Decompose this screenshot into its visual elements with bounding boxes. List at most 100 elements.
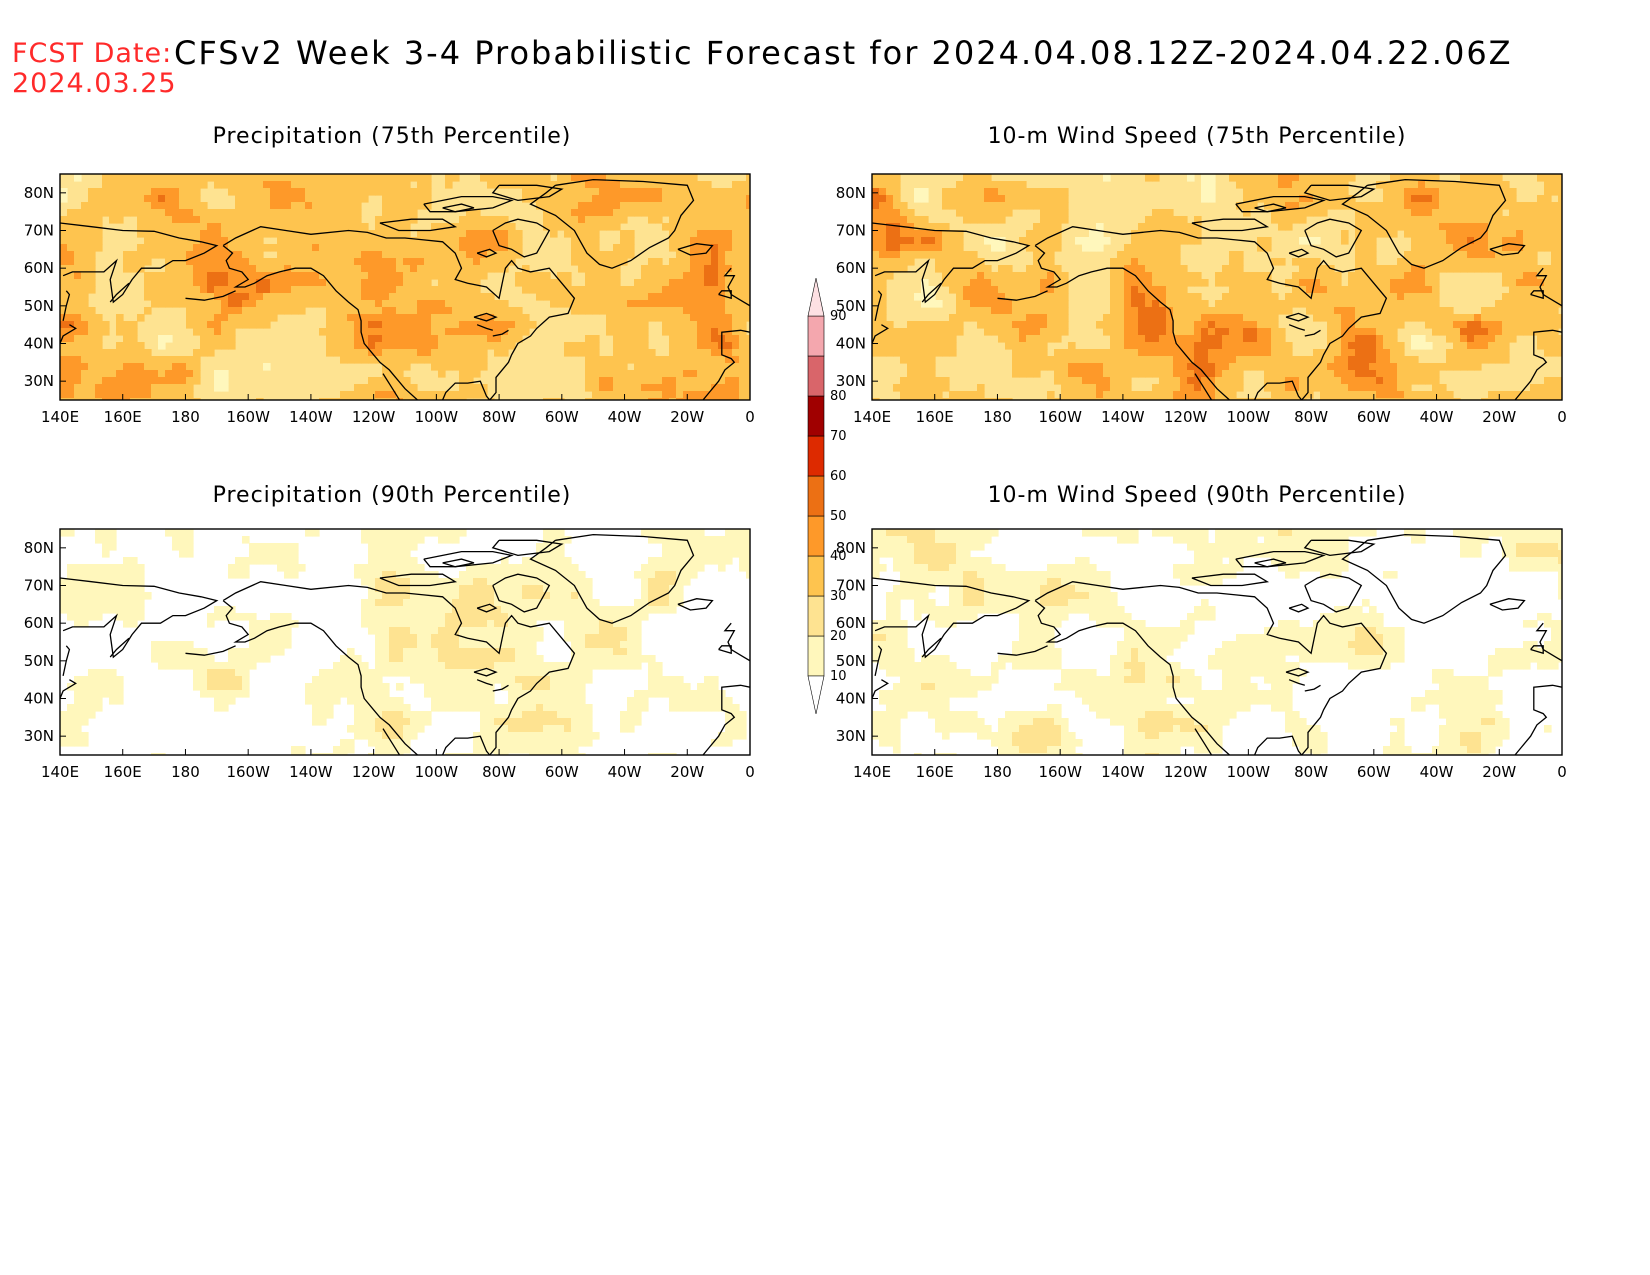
field-cell [1544,188,1552,196]
field-cell [1194,272,1202,280]
field-cell [725,321,733,329]
field-cell [1117,328,1125,336]
field-cell [1355,244,1363,252]
field-cell [1012,195,1020,203]
field-cell [1236,377,1244,385]
field-cell [1341,335,1349,343]
field-cell [179,543,187,551]
field-cell [193,223,201,231]
field-cell [312,293,320,301]
field-cell [970,307,978,315]
field-cell [67,286,75,294]
field-cell [1439,321,1447,329]
field-cell [683,328,691,336]
field-cell [186,391,194,399]
field-cell [921,349,929,357]
field-cell [620,195,628,203]
field-cell [1411,202,1419,210]
field-cell [704,251,712,259]
field-cell [263,543,271,551]
field-cell [942,321,950,329]
field-cell [452,314,460,322]
field-cell [375,174,383,182]
field-cell [1397,300,1405,308]
field-cell [277,543,285,551]
field-cell [375,529,383,537]
field-cell [683,265,691,273]
field-cell [1103,174,1111,182]
field-cell [1033,272,1041,280]
field-cell [746,377,750,385]
field-cell [1558,279,1562,287]
field-cell [410,188,418,196]
field-cell [102,188,110,196]
field-cell [1110,377,1118,385]
field-cell [1166,321,1174,329]
field-cell [1264,349,1272,357]
field-cell [1229,251,1237,259]
field-cell [1306,188,1314,196]
field-cell [1446,237,1454,245]
field-cell [1159,384,1167,392]
field-cell [1320,272,1328,280]
field-cell [1523,314,1531,322]
field-cell [879,174,887,182]
field-cell [963,181,971,189]
field-cell [879,202,887,210]
field-cell [1460,244,1468,252]
field-cell [655,398,663,400]
field-cell [368,321,376,329]
field-cell [452,286,460,294]
field-cell [1425,188,1433,196]
field-cell [466,279,474,287]
field-cell [1327,293,1335,301]
field-cell [1460,363,1468,371]
field-cell [1537,237,1545,245]
field-cell [396,398,404,400]
field-cell [235,209,243,217]
field-cell [1376,377,1384,385]
field-cell [592,363,600,371]
field-cell [732,307,740,315]
field-cell [81,300,89,308]
field-cell [732,356,740,364]
field-cell [536,550,544,558]
field-cell [95,342,103,350]
field-cell [1425,342,1433,350]
field-cell [1152,384,1160,392]
field-cell [1530,391,1538,399]
field-cell [340,272,348,280]
field-cell [1152,244,1160,252]
field-cell [1369,230,1377,238]
field-cell [333,342,341,350]
field-cell [711,202,719,210]
field-cell [1488,335,1496,343]
field-cell [389,216,397,224]
field-cell [1159,342,1167,350]
field-cell [291,209,299,217]
field-cell [1551,279,1559,287]
field-cell [1194,391,1202,399]
field-cell [1271,391,1279,399]
field-cell [599,251,607,259]
field-cell [725,230,733,238]
field-cell [410,398,418,400]
field-cell [326,244,334,252]
field-cell [669,286,677,294]
field-cell [1152,174,1160,182]
field-cell [585,363,593,371]
field-cell [1110,314,1118,322]
field-cell [81,335,89,343]
field-cell [1285,195,1293,203]
field-cell [333,398,341,400]
field-cell [403,195,411,203]
field-cell [1285,202,1293,210]
field-cell [704,314,712,322]
field-cell [1306,391,1314,399]
field-cell [515,174,523,182]
field-cell [347,265,355,273]
field-cell [1208,398,1216,400]
field-cell [683,370,691,378]
field-cell [1516,328,1524,336]
field-cell [872,237,880,245]
